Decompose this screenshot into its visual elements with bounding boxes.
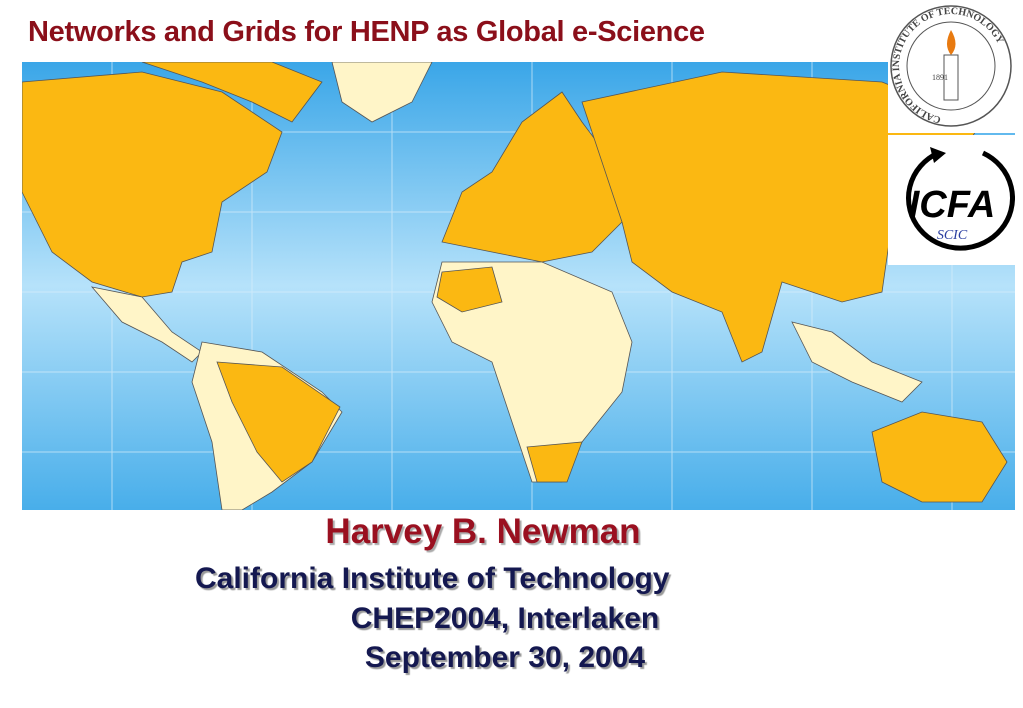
icfa-name: ICFA — [909, 184, 996, 226]
event: CHEP2004, Interlaken — [350, 602, 660, 635]
affiliation: California Institute of Technology — [195, 562, 670, 595]
icfa-logo: ICFA SCIC — [888, 135, 1015, 265]
caltech-logo: CALIFORNIA INSTITUTE OF TECHNOLOGY 1891 — [888, 0, 1015, 133]
world-map — [22, 62, 1015, 510]
date: September 30, 2004 — [364, 641, 646, 674]
slide-title: Networks and Grids for HENP as Global e-… — [28, 16, 705, 48]
year: 1891 — [932, 73, 948, 82]
author-name: Harvey B. Newman — [325, 512, 641, 551]
icfa-sub: SCIC — [937, 228, 968, 243]
